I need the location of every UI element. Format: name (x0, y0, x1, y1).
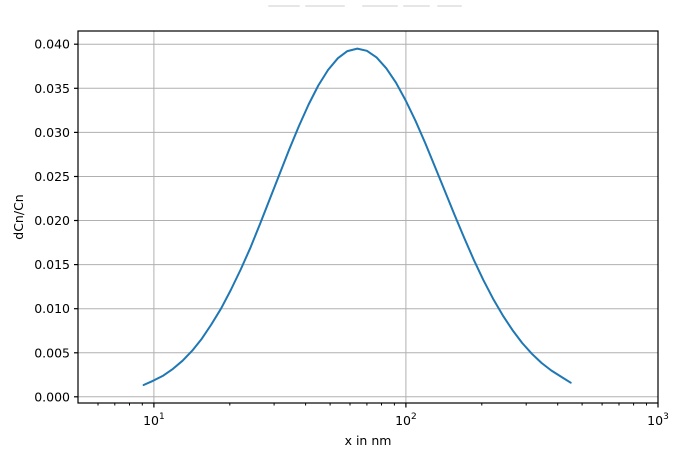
faded-title-mark (268, 5, 300, 7)
distribution-curve (142, 47, 572, 386)
x-tick-label: 102 (395, 412, 417, 428)
y-tick-label: 0.005 (34, 345, 70, 360)
y-tick-label: 0.010 (34, 301, 70, 316)
y-tick-label: 0.020 (34, 213, 70, 228)
x-axis-label: x in nm (344, 433, 392, 448)
y-tick-label: 0.040 (34, 37, 70, 52)
axes-spines (77, 30, 659, 404)
y-tick-label: 0.025 (34, 169, 70, 184)
y-tick-label: 0.035 (34, 81, 70, 96)
y-tick-label: 0.000 (34, 389, 70, 404)
y-axis-label: dCn/Cn (10, 194, 26, 240)
faded-title-mark (437, 5, 462, 7)
faded-title-remnant (0, 4, 684, 12)
faded-title-mark (305, 5, 345, 7)
faded-title-mark (403, 5, 430, 7)
y-tick-label: 0.015 (34, 257, 70, 272)
y-tick-label: 0.030 (34, 125, 70, 140)
x-tick-label: 103 (647, 412, 669, 428)
x-tick-label: 101 (143, 412, 165, 428)
faded-title-mark (362, 5, 398, 7)
